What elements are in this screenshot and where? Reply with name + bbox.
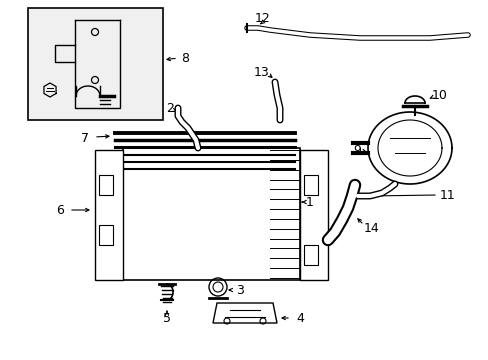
Text: 1: 1 xyxy=(305,195,313,208)
Text: 10: 10 xyxy=(431,89,447,102)
Bar xyxy=(99,225,113,245)
Bar xyxy=(299,150,327,280)
Bar xyxy=(123,148,299,280)
Text: 9: 9 xyxy=(352,144,360,157)
Bar xyxy=(304,245,317,265)
Bar xyxy=(28,8,163,120)
Text: 11: 11 xyxy=(439,189,455,202)
Text: 5: 5 xyxy=(163,311,171,324)
Text: 12: 12 xyxy=(255,12,270,24)
Text: 8: 8 xyxy=(181,51,189,64)
Text: 13: 13 xyxy=(254,66,269,78)
Text: 3: 3 xyxy=(236,284,244,297)
Text: 4: 4 xyxy=(295,311,304,324)
Bar xyxy=(95,150,123,280)
Bar xyxy=(304,175,317,195)
Text: 7: 7 xyxy=(81,131,89,144)
Text: 2: 2 xyxy=(166,102,174,114)
Text: 6: 6 xyxy=(56,203,64,216)
Text: 14: 14 xyxy=(364,221,379,234)
Bar xyxy=(99,175,113,195)
